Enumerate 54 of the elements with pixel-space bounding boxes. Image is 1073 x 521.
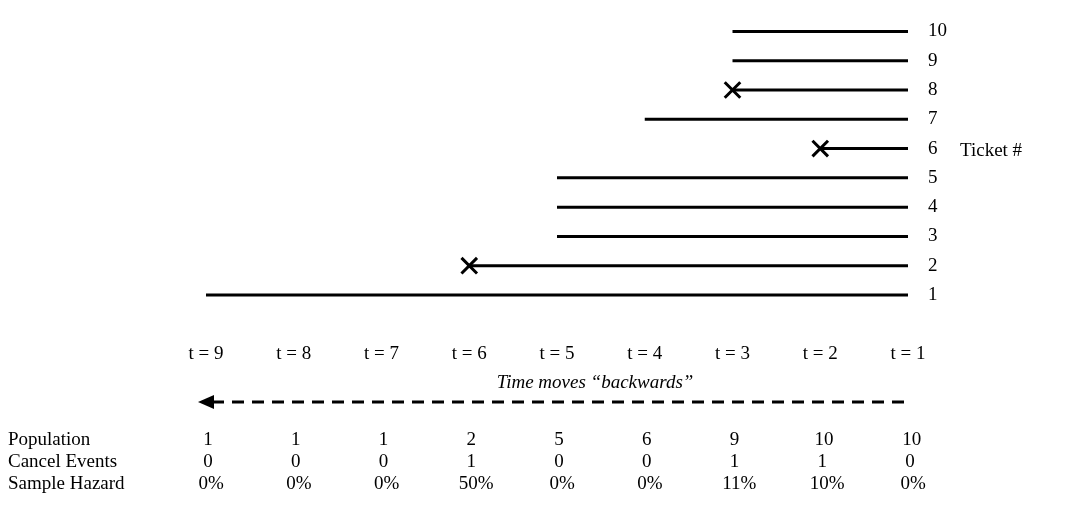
text: 0% — [286, 472, 312, 493]
text: 1 — [378, 428, 389, 449]
y-tick-label: 2 — [928, 253, 938, 275]
text: 0% — [549, 472, 575, 493]
y-tick-label: 7 — [928, 107, 938, 129]
x-tick-label: t = 7 — [364, 342, 399, 364]
text: 10 — [814, 428, 834, 449]
y-tick-label: 10 — [928, 19, 947, 41]
text: 0 — [203, 450, 213, 471]
x-tick-label: t = 9 — [188, 342, 224, 364]
text: 0 — [378, 450, 389, 471]
x-tick-label: t = 8 — [276, 342, 312, 364]
text: 0% — [373, 472, 400, 493]
y-tick-label: 5 — [928, 165, 938, 187]
point — [723, 80, 742, 100]
y-tick-label: 3 — [928, 224, 938, 246]
text: 1 — [203, 428, 213, 449]
text: 5 — [554, 428, 564, 449]
y-tick-label: 1 — [928, 282, 938, 304]
text: 1 — [466, 450, 476, 471]
text: 6 — [641, 428, 652, 449]
y-tick-label: 4 — [928, 195, 938, 217]
text: 0% — [637, 472, 663, 493]
point — [810, 139, 830, 158]
x-tick-label: t = 6 — [451, 342, 487, 364]
text: 1 — [290, 428, 301, 449]
point — [459, 256, 479, 275]
y-tick-label: 8 — [928, 77, 938, 99]
text: 0 — [641, 450, 652, 471]
category-label: Sample Hazard — [8, 472, 125, 493]
category-label: Cancel Events — [8, 450, 118, 471]
text: 0 — [290, 450, 301, 471]
x-tick-label: t = 1 — [890, 342, 926, 364]
text: 2 — [466, 428, 476, 449]
text: 50% — [458, 472, 494, 493]
y-tick-label: 6 — [928, 136, 938, 158]
x-tick-label: t = 4 — [627, 342, 663, 364]
text: 1 — [817, 450, 827, 471]
category-label: Population — [8, 428, 91, 449]
y-axis-title: Ticket # — [960, 139, 1023, 161]
text: 0 — [554, 450, 564, 471]
text: 9 — [729, 428, 740, 449]
text: 0 — [905, 450, 915, 471]
text: 0% — [900, 472, 926, 493]
text: 11% — [722, 472, 757, 493]
text: 10% — [809, 472, 845, 493]
text: 0% — [198, 472, 224, 493]
x-tick-label: t = 5 — [539, 342, 575, 364]
x-tick-label: t = 2 — [802, 342, 838, 364]
text: 10 — [902, 428, 922, 449]
text: Time moves “backwards” — [496, 371, 694, 392]
x-tick-label: t = 3 — [715, 342, 750, 364]
text: 1 — [729, 450, 740, 471]
y-tick-label: 9 — [928, 48, 938, 70]
